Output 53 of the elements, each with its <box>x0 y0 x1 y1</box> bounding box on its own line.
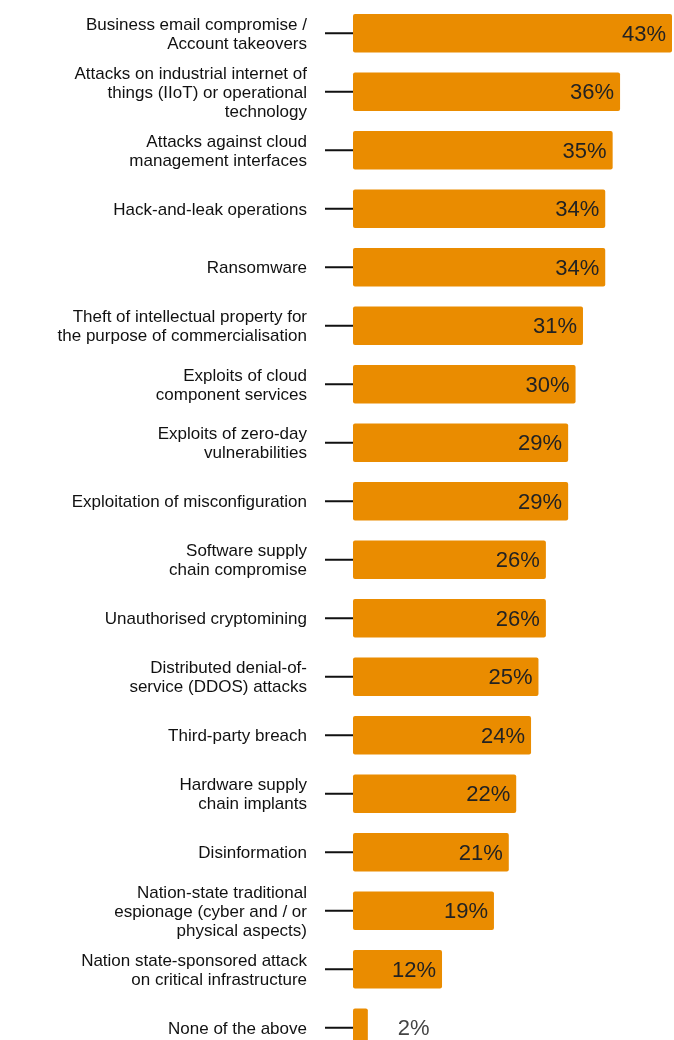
bar <box>353 72 621 112</box>
data-label: 36% <box>570 79 615 105</box>
y-tick-label: Exploitation of misconfiguration <box>71 491 307 511</box>
y-tick-label: None of the above <box>168 1018 307 1038</box>
y-tick-label: Disinformation <box>198 842 307 862</box>
y-tick-label: Ransomware <box>206 257 307 277</box>
data-label: 34% <box>555 254 600 280</box>
data-label: 43% <box>621 20 666 46</box>
data-label: 2% <box>397 1015 430 1040</box>
y-tick-label: Nation-state traditional espionage (cyber and / or physical aspects) <box>114 882 308 940</box>
y-tick-label: Unauthorised cryptomining <box>104 608 307 628</box>
data-label: 29% <box>518 488 563 514</box>
bar <box>353 481 569 521</box>
y-tick-label: Exploits of cloud component services <box>155 365 307 404</box>
bar <box>353 189 606 229</box>
y-tick-label: Hack-and-leak operations <box>113 199 307 219</box>
bar <box>353 306 583 346</box>
bar <box>353 423 569 463</box>
data-label: 26% <box>495 605 540 631</box>
data-label: 29% <box>518 430 563 456</box>
data-label: 30% <box>525 371 570 397</box>
y-tick-label: Third-party breach <box>168 725 307 745</box>
data-label: 21% <box>458 839 503 865</box>
y-tick-label: Nation state-sponsored attack on critical infrastructure <box>81 950 308 989</box>
bar <box>353 364 576 404</box>
y-tick-label: Attacks against cloud management interfaces <box>129 131 307 170</box>
y-tick-label: Hardware supply chain implants <box>179 774 308 813</box>
data-label: 19% <box>443 898 488 924</box>
bar <box>353 715 532 755</box>
y-tick-label: Attacks on industrial internet of things (IIoT) or operational technology <box>74 63 308 121</box>
data-label: 26% <box>495 547 540 573</box>
bar <box>353 247 606 287</box>
data-label: 31% <box>532 313 577 339</box>
y-tick-label: Theft of intellectual property for the purpose of commercialisation <box>57 306 308 345</box>
y-tick-label: Distributed denial-of- service (DDOS) attacks <box>129 657 307 696</box>
data-label: 35% <box>562 137 607 163</box>
y-tick-label: Business email compromise / Account takeovers <box>85 14 308 53</box>
bar <box>353 130 613 170</box>
y-tick-label: Exploits of zero-day vulnerabilities <box>157 423 308 462</box>
bar <box>353 832 509 872</box>
bar <box>353 774 517 814</box>
data-label: 24% <box>481 722 526 748</box>
bar <box>353 13 672 53</box>
y-tick-label: Software supply chain compromise <box>169 540 308 579</box>
data-label: 25% <box>488 664 533 690</box>
bar <box>353 540 546 580</box>
bar <box>353 891 494 931</box>
bar <box>353 598 546 638</box>
data-label: 12% <box>391 956 437 982</box>
bar <box>353 657 539 697</box>
data-label: 22% <box>466 781 511 807</box>
bar <box>353 949 443 989</box>
data-label: 34% <box>555 196 600 222</box>
